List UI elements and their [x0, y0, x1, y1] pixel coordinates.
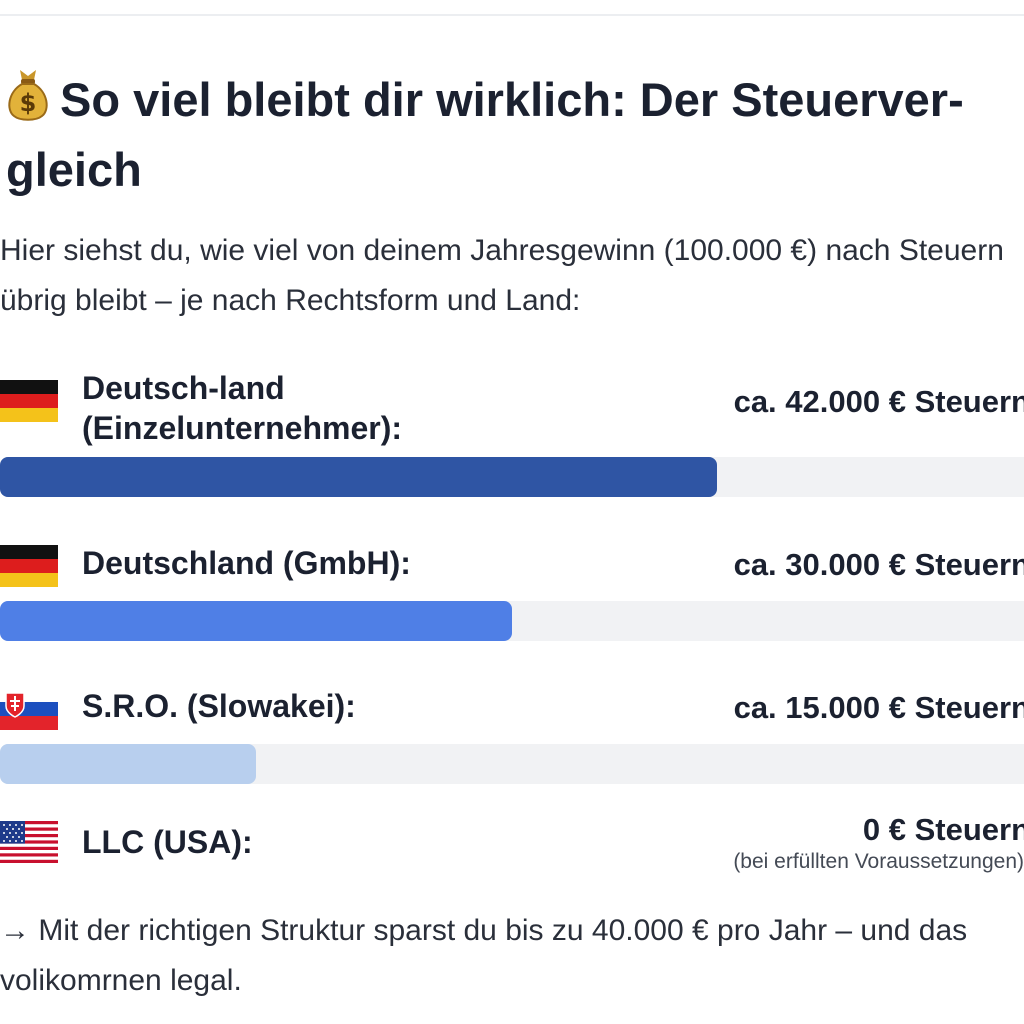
- footer-message: Mit der richtigen Struktur sparst du bis…: [0, 914, 968, 997]
- bar-label: Deutsch-land (Einzelunternehmer):: [82, 370, 403, 446]
- money-bag-icon: $: [6, 66, 50, 138]
- germany-flag-icon: [0, 545, 58, 587]
- bar-value-label: ca. 15.000 € Steuern: [733, 690, 1024, 725]
- bar-value-label: ca. 42.000 € Steuern: [733, 384, 1024, 419]
- slovakia-flag-icon: [0, 688, 58, 730]
- germany-flag-icon: [0, 380, 58, 422]
- bar-de-einzel: [0, 457, 717, 497]
- bar-label: Deutschland (GmbH):: [82, 545, 411, 581]
- bar-track: [0, 744, 1024, 784]
- arrow-right-icon: →: [0, 914, 30, 947]
- title-text: So viel bleibt dir wirklich: Der Steuerv…: [6, 73, 964, 196]
- footer-text: → Mit der richtigen Struktur sparst du b…: [0, 906, 1024, 1006]
- bar-track: [0, 601, 1024, 641]
- bar-de-gmbh: [0, 601, 512, 641]
- bar-value-label: 0 € Steuern: [862, 812, 1024, 847]
- bar-sro: [0, 744, 256, 784]
- bar-note: (bei erfüllten Voraussetzungen): [733, 850, 1024, 873]
- bar-label: LLC (USA):: [82, 824, 253, 860]
- svg-text:$: $: [20, 89, 37, 117]
- usa-flag-icon: [0, 821, 58, 863]
- bar-value-label: ca. 30.000 € Steuern: [733, 547, 1024, 582]
- intro-text: Hier siehst du, wie viel von deinem Jahr…: [0, 234, 1004, 317]
- bar-track: [0, 457, 1024, 497]
- bar-label: S.R.O. (Slowakei):: [82, 688, 356, 724]
- top-divider: [0, 14, 1024, 16]
- page-title: $ So viel bleibt dir wirklich: Der Steue…: [6, 66, 1024, 202]
